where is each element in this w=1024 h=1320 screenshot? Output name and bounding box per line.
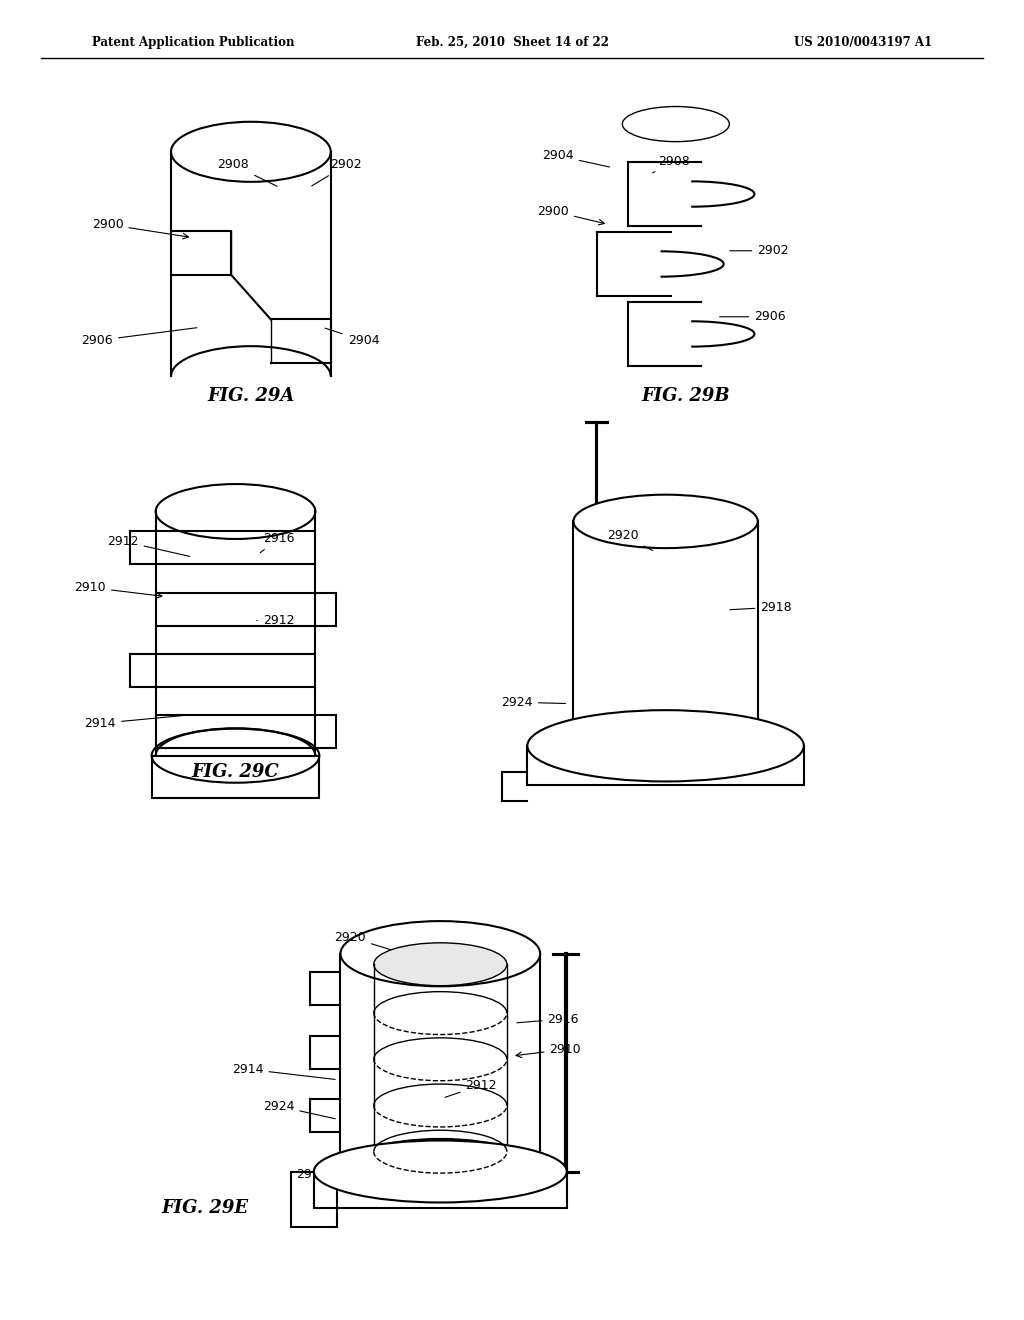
Bar	[291, 1172, 337, 1228]
Text: 2912: 2912	[257, 614, 294, 627]
Text: 2920: 2920	[607, 529, 653, 550]
Text: 2914: 2914	[297, 1168, 347, 1181]
Text: 2916: 2916	[260, 532, 294, 553]
Text: FIG. 29A: FIG. 29A	[207, 387, 295, 405]
Text: Patent Application Publication: Patent Application Publication	[92, 36, 295, 49]
Ellipse shape	[340, 921, 541, 986]
Text: 2900: 2900	[91, 218, 188, 239]
Text: FIG. 29C: FIG. 29C	[191, 763, 280, 781]
Text: 2922: 2922	[713, 751, 758, 766]
Text: 2920: 2920	[335, 931, 398, 952]
Text: Feb. 25, 2010  Sheet 14 of 22: Feb. 25, 2010 Sheet 14 of 22	[416, 36, 608, 49]
Text: 2912: 2912	[445, 1078, 497, 1097]
Ellipse shape	[374, 942, 507, 986]
Text: FIG. 29B: FIG. 29B	[642, 387, 730, 405]
Text: 2904: 2904	[326, 329, 379, 347]
Text: 2906: 2906	[82, 327, 197, 347]
Ellipse shape	[527, 710, 804, 781]
Text: 2910: 2910	[516, 1043, 581, 1057]
Text: 2902: 2902	[311, 158, 361, 186]
Text: 2910: 2910	[75, 581, 162, 598]
Text: US 2010/0043197 A1: US 2010/0043197 A1	[794, 36, 932, 49]
Text: 2918: 2918	[420, 1144, 458, 1163]
Ellipse shape	[573, 495, 758, 548]
Text: 2924: 2924	[263, 1100, 335, 1119]
Text: 2922: 2922	[428, 1171, 476, 1184]
Text: 2914: 2914	[85, 715, 181, 730]
Text: 2902: 2902	[730, 244, 788, 257]
Text: 2900: 2900	[537, 205, 604, 224]
Text: 2914: 2914	[232, 1063, 335, 1080]
Text: 2912: 2912	[108, 535, 189, 557]
Bar	[313, 1172, 567, 1209]
Bar	[152, 755, 319, 797]
Ellipse shape	[313, 1140, 567, 1203]
Text: 2904: 2904	[543, 149, 609, 168]
Text: FIG. 29E: FIG. 29E	[161, 1199, 249, 1217]
Text: 2908: 2908	[652, 154, 690, 173]
Text: 2906: 2906	[720, 310, 785, 323]
Text: 2924: 2924	[502, 696, 565, 709]
Text: 2916: 2916	[517, 1012, 579, 1026]
Text: 2918: 2918	[730, 601, 792, 614]
Text: 2908: 2908	[217, 158, 278, 186]
Bar	[527, 746, 804, 785]
Text: FIG. 29D: FIG. 29D	[642, 763, 730, 781]
